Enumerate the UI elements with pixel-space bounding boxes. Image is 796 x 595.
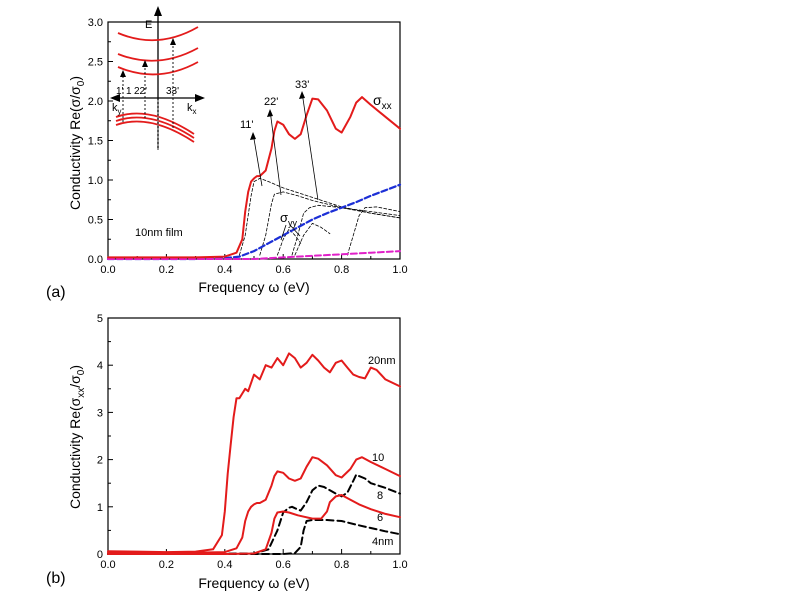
x-axis-label-b: Frequency ω (eV): [198, 575, 309, 591]
inset-label-1: 1: [126, 86, 132, 97]
conduction-band-2: [117, 47, 199, 62]
curve-label-10: 10: [372, 452, 384, 464]
y-tick-label: 2.5: [88, 57, 103, 69]
y-axis-label-b: Conductivity Re(σxx/σ0): [67, 365, 87, 509]
y-tick-label: 5: [97, 313, 103, 325]
x-tick-label: 1.0: [392, 264, 407, 276]
inset-label-e: E: [145, 19, 152, 31]
transition-label-11: 11': [240, 119, 254, 131]
y-tick-label: 0.5: [88, 215, 103, 227]
y-ticks-a: 0.0 0.5 1.0 1.5 2.0 2.5 3.0: [88, 17, 113, 266]
leader-arrowheads: [250, 91, 305, 140]
leader-yy1: [280, 224, 287, 241]
curves-b: [107, 352, 401, 555]
panel-b: 0 1 2 3 4 5 0.0 0.2 0.4 0.6 0.8 1.0 Conductivity R…: [46, 313, 408, 591]
series-22-: [259, 191, 401, 256]
leader-lines: [252, 91, 319, 241]
arrowhead-11: [250, 132, 256, 140]
inset-label-22: 22': [134, 86, 147, 97]
inset-label-33: 33': [166, 86, 179, 97]
x-tick-label: 0.6: [276, 559, 291, 571]
inset-arrowhead-33: [170, 38, 176, 45]
leader-yy2: [289, 224, 301, 237]
inset-arrowhead-22: [142, 60, 148, 67]
x-tick-label: 0.8: [334, 264, 349, 276]
x-tick-label: 0.0: [100, 559, 115, 571]
y-axis-label-a: Conductivity Re(σ/σ0): [67, 76, 87, 210]
curves-a: [106, 96, 402, 261]
x-tick-label: 0.6: [276, 264, 291, 276]
y-tick-label: 2: [97, 455, 103, 467]
x-tick-label: 0.4: [217, 264, 232, 276]
transition-label-33: 33': [295, 79, 309, 91]
curve-label-6: 6: [377, 512, 383, 524]
series--yy: [106, 183, 402, 261]
series-yy-sub2: [294, 223, 331, 256]
x-tick-label: 0.2: [159, 559, 174, 571]
inset-bands: [115, 26, 199, 143]
valence-band-1: [115, 120, 195, 143]
series-33-: [291, 204, 401, 256]
x-axis-label-a: Frequency ω (eV): [198, 279, 309, 295]
panel-label-a: (a): [46, 284, 66, 301]
arrowhead-22: [267, 109, 273, 117]
y-tick-label: 3: [97, 407, 103, 419]
series--xx: [107, 96, 401, 259]
valence-band-2: [115, 116, 195, 139]
y-ticks-b: 0 1 2 3 4 5: [97, 313, 113, 561]
y-tick-label: 4: [97, 360, 103, 372]
inset-arrowhead-11: [120, 70, 126, 77]
x-tick-label: 1.0: [392, 559, 407, 571]
curve-label-8: 8: [377, 490, 383, 502]
series-8: [107, 473, 401, 555]
panel-a: 0.0 0.5 1.0 1.5 2.0 2.5 3.0 0.0 0.2 0.4 0.6 0.8 1.0…: [46, 6, 408, 301]
leader-22: [269, 109, 282, 196]
curve-label-20nm: 20nm: [368, 355, 396, 367]
band-diagram-inset: E ky kx 1' 1 22' 33': [110, 6, 205, 150]
valence-band-3: [115, 112, 195, 135]
y-tick-label: 1.5: [88, 136, 103, 148]
inset-label-1prime: 1': [116, 86, 124, 97]
sigma-yy-label: σyy: [280, 210, 298, 228]
sigma-xx-label: σxx: [373, 92, 392, 112]
curve-label-4nm: 4nm: [372, 536, 393, 548]
plot-frame-b: [107, 317, 401, 555]
x-ticks-a: 0.0 0.2 0.4 0.6 0.8 1.0: [100, 254, 408, 276]
x-tick-label: 0.0: [100, 264, 115, 276]
x-tick-label: 0.4: [217, 559, 232, 571]
series-44-: [347, 206, 401, 256]
series-6: [107, 494, 401, 555]
panel-label-b: (b): [46, 570, 66, 587]
series-10: [107, 456, 401, 554]
inset-transition-arrowheads: [120, 38, 176, 77]
y-tick-label: 1.0: [88, 175, 103, 187]
inset-energy-arrowhead: [154, 6, 162, 16]
inset-label-kx: kx: [187, 102, 197, 116]
x-tick-label: 0.8: [334, 559, 349, 571]
y-tick-label: 3.0: [88, 17, 103, 29]
film-label: 10nm film: [135, 227, 183, 239]
inset-label-ky: ky: [112, 102, 122, 116]
transition-label-22: 22': [264, 96, 278, 108]
conduction-band-3: [117, 26, 199, 42]
series-magenta: [107, 250, 401, 260]
leader-11: [252, 132, 263, 187]
series-4nm: [107, 519, 401, 555]
y-tick-label: 2.0: [88, 96, 103, 108]
arrowhead-33: [299, 91, 305, 99]
y-tick-label: 0.0: [88, 254, 103, 266]
y-tick-label: 0: [97, 549, 103, 561]
conduction-band-1: [117, 61, 199, 76]
inset-k-arrowhead-left: [110, 94, 120, 102]
leader-33: [301, 91, 319, 201]
series-yy-sub1: [277, 228, 302, 256]
inset-transitions: [122, 40, 174, 150]
series-20nm: [107, 352, 401, 554]
inset-k-arrowhead-right: [195, 94, 205, 102]
y-tick-label: 1: [97, 502, 103, 514]
x-tick-label: 0.2: [159, 264, 174, 276]
